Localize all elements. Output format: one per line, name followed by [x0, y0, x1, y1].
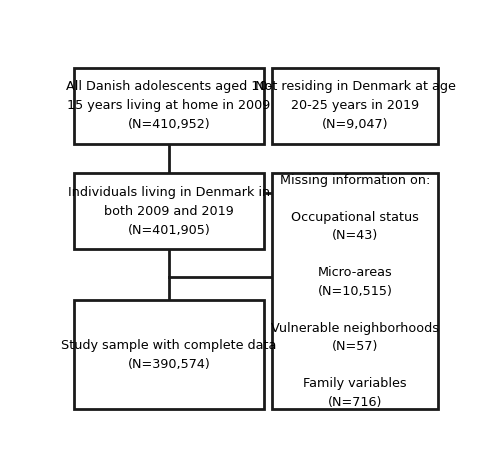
FancyBboxPatch shape: [74, 300, 264, 409]
FancyBboxPatch shape: [74, 67, 264, 144]
Text: Not residing in Denmark at age
20-25 years in 2019
(N=9,047): Not residing in Denmark at age 20-25 yea…: [254, 80, 456, 131]
Text: Missing information on:

Occupational status
(N=43)

Micro-areas
(N=10,515)

Vul: Missing information on: Occupational sta…: [271, 174, 439, 409]
FancyBboxPatch shape: [272, 173, 438, 409]
Text: Study sample with complete data
(N=390,574): Study sample with complete data (N=390,5…: [62, 339, 277, 371]
FancyBboxPatch shape: [272, 67, 438, 144]
Text: All Danish adolescents aged 10-
15 years living at home in 2009
(N=410,952): All Danish adolescents aged 10- 15 years…: [66, 80, 272, 131]
FancyBboxPatch shape: [74, 173, 264, 249]
Text: Individuals living in Denmark in
both 2009 and 2019
(N=401,905): Individuals living in Denmark in both 20…: [68, 185, 270, 236]
